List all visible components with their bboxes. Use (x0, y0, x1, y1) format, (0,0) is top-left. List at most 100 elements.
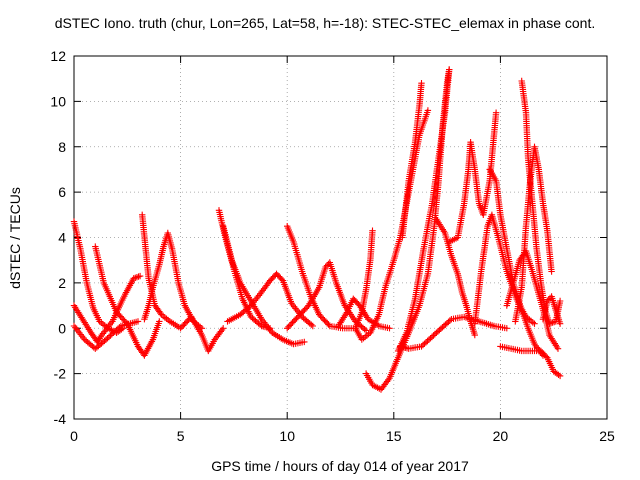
data-point (431, 330, 439, 338)
data-point (419, 341, 427, 349)
data-point (471, 331, 478, 339)
data-point (288, 320, 295, 328)
data-point (117, 313, 124, 320)
data-point (122, 319, 130, 326)
x-tick-label: 15 (386, 428, 402, 444)
data-point (492, 109, 500, 116)
data-point (361, 326, 368, 333)
y-tick-label: 4 (58, 230, 66, 246)
data-point (120, 316, 127, 323)
data-point (102, 336, 110, 343)
data-point (446, 66, 453, 73)
x-tick-label: 10 (279, 428, 295, 444)
data-point (104, 335, 111, 342)
data-point (424, 337, 431, 345)
series-arc-a (70, 218, 127, 336)
data-point (317, 312, 324, 320)
data-point (278, 276, 285, 283)
series-arc-c (70, 318, 142, 352)
data-point (285, 323, 292, 330)
data-marks (70, 66, 564, 393)
data-point (430, 332, 437, 339)
data-point (503, 325, 510, 332)
series-arc-x (512, 143, 555, 325)
series-arc-w (518, 77, 564, 327)
data-point (556, 372, 564, 380)
data-point (121, 317, 128, 325)
series-arc-i (220, 223, 308, 348)
data-point (116, 324, 123, 331)
data-point (289, 319, 296, 326)
data-point (433, 329, 440, 336)
data-point (554, 345, 562, 352)
data-point (443, 320, 451, 327)
data-point (181, 320, 188, 328)
data-point (321, 317, 328, 324)
data-point (386, 325, 393, 332)
series-arc-v (497, 343, 564, 380)
data-point (304, 303, 311, 311)
y-tick-label: -2 (54, 366, 67, 382)
data-point (421, 340, 428, 347)
data-point (542, 353, 550, 360)
x-tick-label: 5 (177, 428, 185, 444)
data-point (111, 328, 119, 335)
series-arc-n (362, 66, 453, 393)
data-point (439, 324, 446, 331)
data-point (544, 297, 551, 305)
data-point (434, 328, 442, 335)
y-tick-label: 12 (50, 48, 66, 64)
data-point (446, 317, 454, 324)
data-point (108, 330, 116, 338)
x-tick-label: 20 (493, 428, 509, 444)
data-point (309, 322, 316, 330)
y-tick-label: 8 (58, 139, 66, 155)
x-tick-label: 25 (599, 428, 615, 444)
data-point (105, 333, 113, 341)
data-point (548, 268, 555, 275)
data-point (134, 318, 142, 325)
series-arc-f (139, 211, 227, 355)
data-point (424, 107, 432, 114)
data-point (308, 321, 315, 328)
data-point (323, 262, 331, 269)
data-point (428, 333, 436, 341)
data-point (107, 332, 114, 339)
data-point (425, 336, 433, 343)
data-point (101, 337, 108, 345)
data-point (301, 338, 308, 346)
data-point (442, 321, 449, 328)
x-tick-label: 0 (70, 428, 78, 444)
data-point (113, 309, 120, 316)
y-tick-label: 0 (58, 320, 66, 336)
data-point (182, 319, 190, 326)
data-point (220, 325, 227, 332)
data-point (418, 343, 425, 350)
x-axis-label: GPS time / hours of day 014 of year 2017 (211, 458, 469, 474)
data-point (325, 321, 332, 328)
axis-ticks: 0 5 10 15 20 25 -4 -2 0 2 4 6 8 10 12 (50, 48, 615, 444)
y-tick-label: 10 (50, 93, 66, 109)
data-point (322, 263, 329, 271)
data-point (418, 80, 425, 87)
data-point (440, 322, 448, 330)
y-tick-label: 6 (58, 184, 66, 200)
data-point (157, 309, 164, 317)
data-point (445, 318, 452, 326)
data-point (293, 315, 300, 322)
data-point (156, 318, 163, 325)
data-point (178, 323, 186, 330)
data-point (136, 272, 144, 280)
data-point (422, 339, 430, 346)
data-point (110, 329, 117, 336)
data-point (318, 314, 325, 321)
series-arc-r (433, 216, 478, 339)
y-axis-label: dSTEC / TECUs (7, 187, 23, 289)
data-point (297, 310, 304, 318)
series-arc-d (92, 243, 163, 359)
data-point (436, 326, 443, 334)
data-point (531, 320, 538, 327)
y-tick-label: 2 (58, 275, 66, 291)
data-point (133, 274, 141, 281)
